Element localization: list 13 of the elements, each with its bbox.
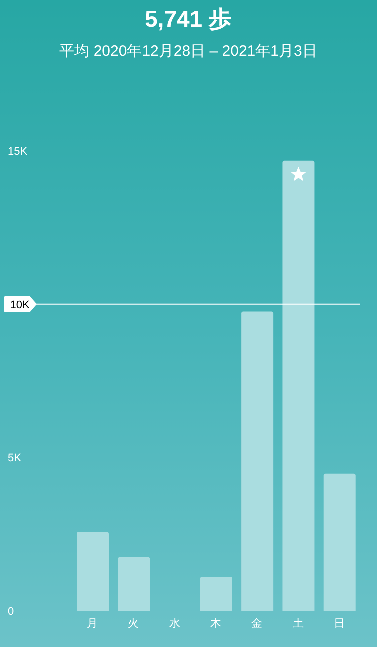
x-tick-label: 金 [252,618,263,630]
x-tick-label: 火 [128,616,140,630]
x-tick-label: 水 [169,616,180,630]
x-tick-label: 土 [292,616,304,630]
y-tick-label: 0 [8,606,14,618]
x-tick-label: 月 [87,618,98,630]
x-tick-label: 木 [210,616,222,630]
chart-subtitle: 平均 2020年12月28日 – 2021年1月3日 [58,42,318,61]
x-tick-label: 日 [334,618,345,630]
y-tick-label: 15K [8,146,28,158]
chart-title: 5,741 歩 [144,5,233,34]
ref-line-label: 10K [10,299,30,312]
y-tick-label: 5K [8,452,22,465]
